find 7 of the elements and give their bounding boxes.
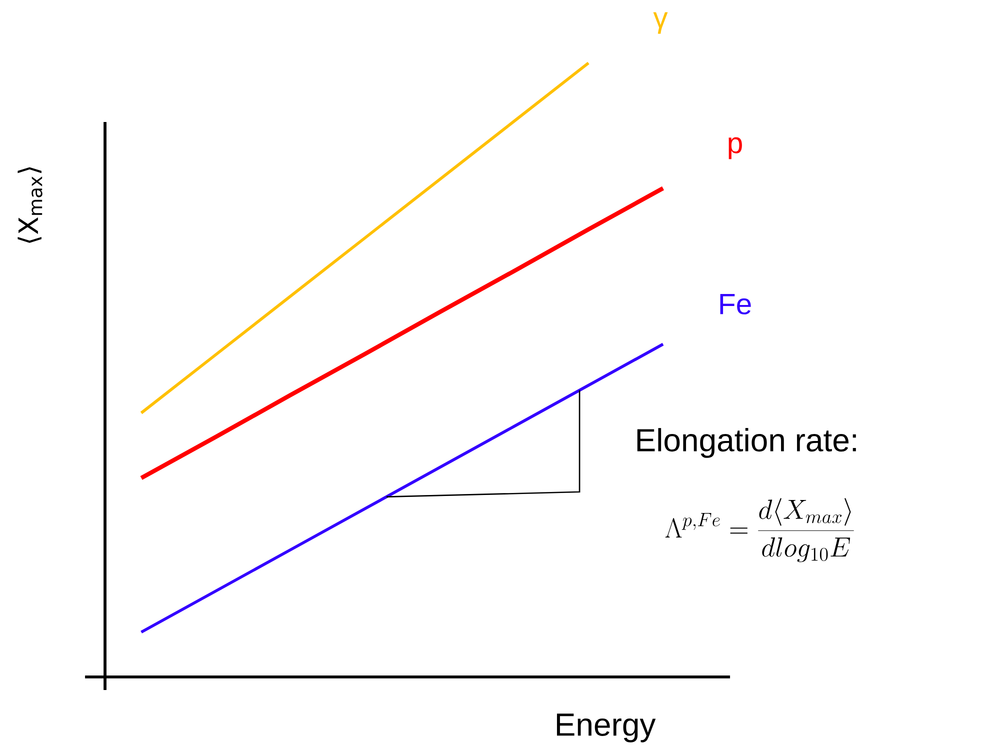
text: Fe (720, 294, 751, 314)
text: p (728, 137, 742, 160)
x-axis-title: Energy (556, 714, 656, 742)
annotation: $\Lambda^{p,Fe} = \frac{d\langle X_{max}\rangle}{d log_{10}E}$ (665, 498, 854, 562)
y-axis-title: ⟨X$_{max}$⟩ (18, 167, 42, 243)
text: γ (653, 12, 668, 34)
annotation: Elongation rate: (637, 428, 856, 458)
